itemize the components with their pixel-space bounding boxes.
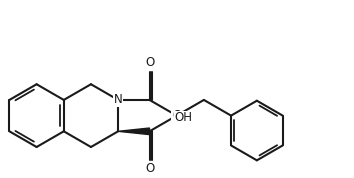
Text: O: O (145, 56, 154, 69)
Text: N: N (114, 93, 122, 106)
Polygon shape (118, 128, 149, 135)
Text: OH: OH (174, 111, 192, 124)
Text: O: O (172, 109, 181, 122)
Text: O: O (145, 162, 154, 175)
